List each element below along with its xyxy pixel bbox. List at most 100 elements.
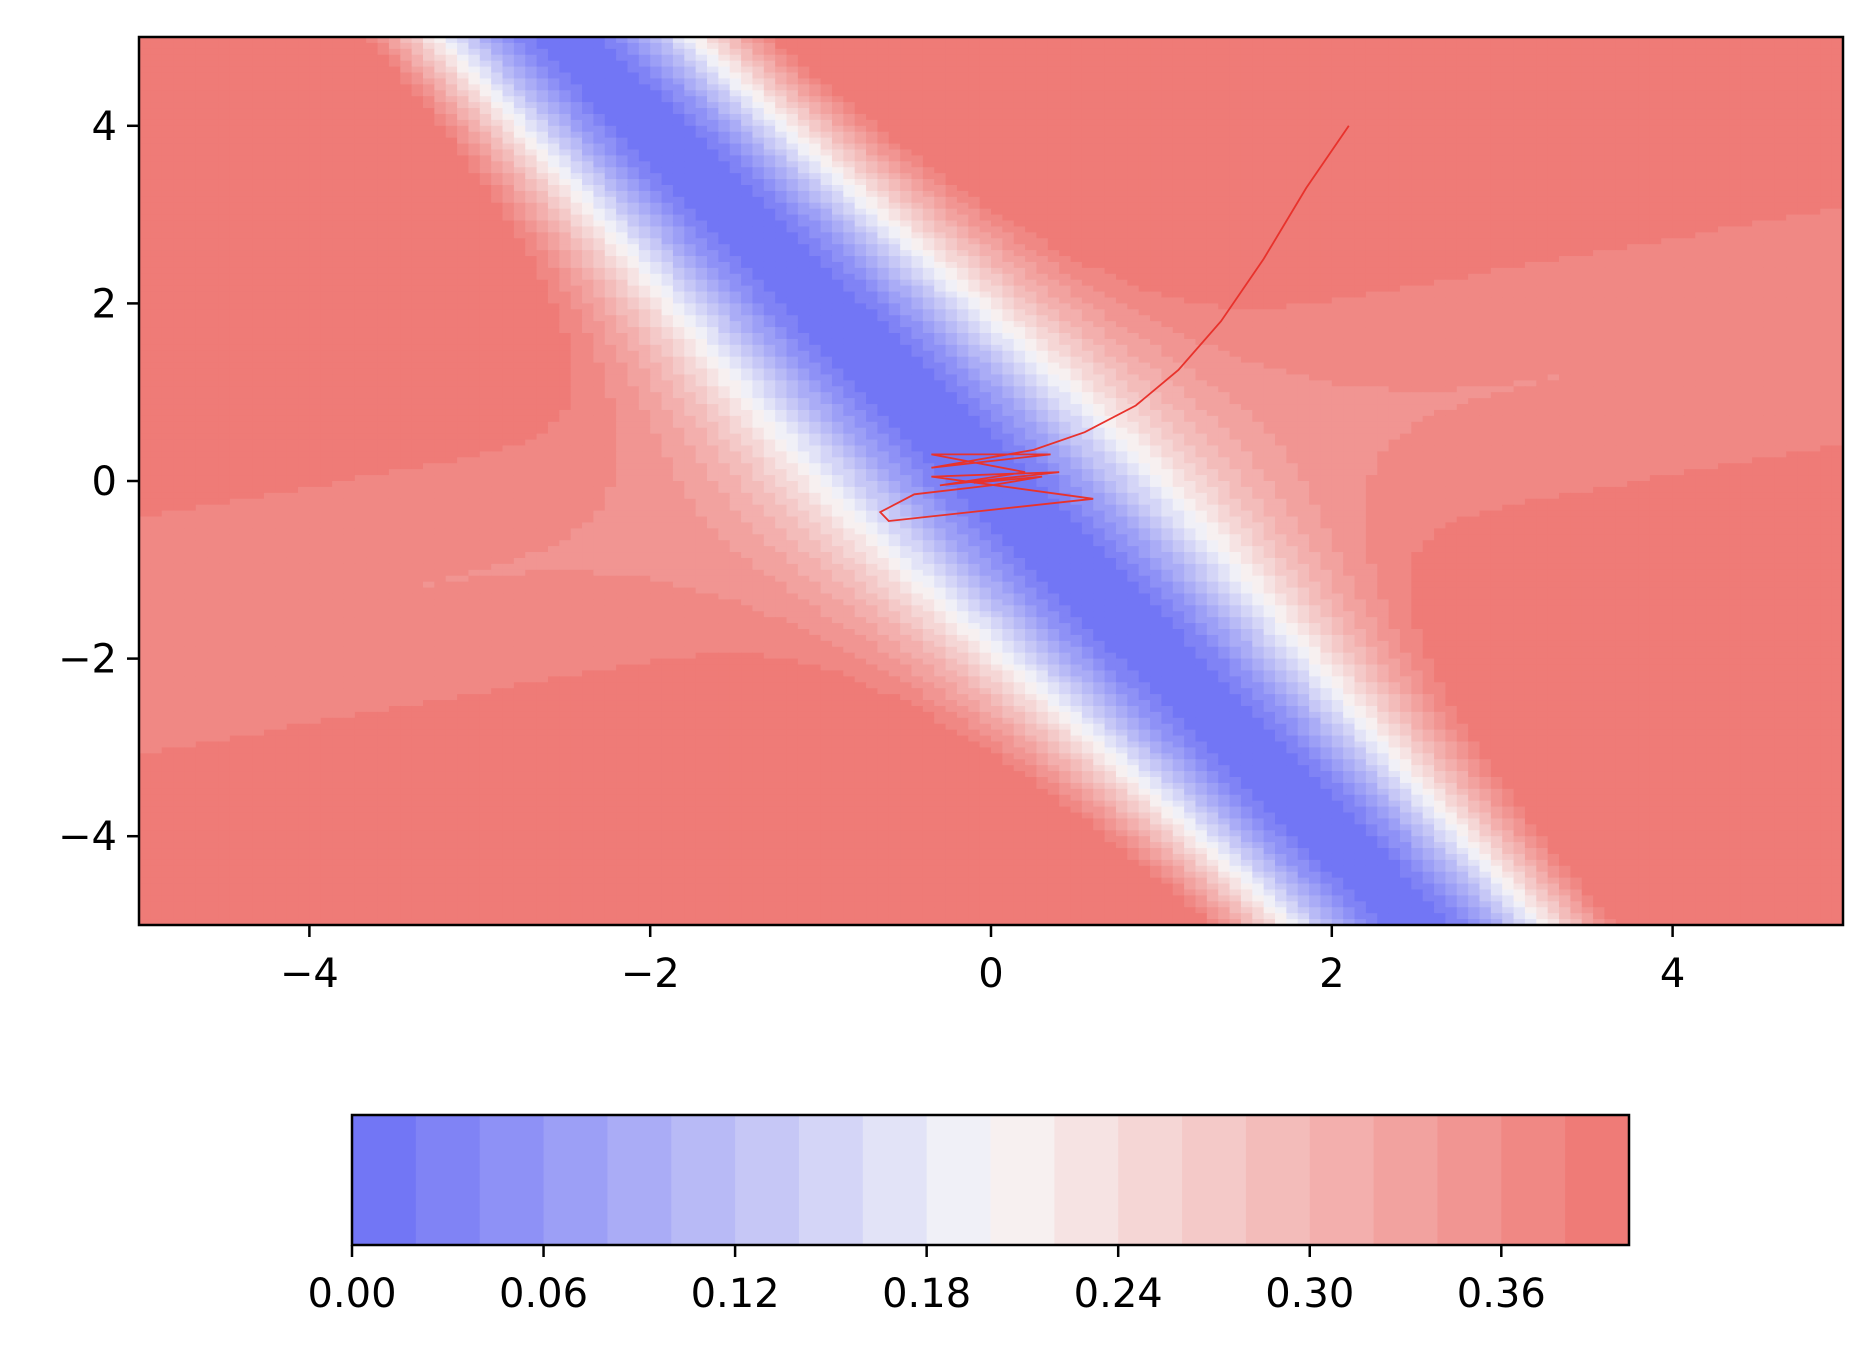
contour-cell <box>162 90 174 97</box>
contour-cell <box>934 155 946 162</box>
contour-cell <box>1093 67 1105 74</box>
contour-cell <box>264 49 276 56</box>
contour-cell <box>219 185 231 192</box>
contour-cell <box>605 185 617 192</box>
contour-cell <box>1411 126 1423 133</box>
contour-cell <box>389 149 401 156</box>
contour-cell <box>809 203 821 210</box>
contour-cell <box>184 61 196 68</box>
contour-cell <box>1298 209 1310 216</box>
contour-cell <box>1150 67 1162 74</box>
contour-cell <box>1275 43 1287 50</box>
contour-cell <box>809 84 821 91</box>
contour-cell <box>332 149 344 156</box>
contour-cell <box>253 138 265 145</box>
contour-cell <box>1184 191 1196 198</box>
contour-cell <box>843 173 855 180</box>
contour-cell <box>321 120 333 127</box>
contour-cell <box>1366 191 1378 198</box>
contour-cell <box>1639 215 1651 222</box>
contour-cell <box>1525 209 1537 216</box>
contour-cell <box>934 203 946 210</box>
contour-cell <box>457 209 469 216</box>
contour-cell <box>582 120 594 127</box>
contour-cell <box>1320 90 1332 97</box>
contour-cell <box>1434 43 1446 50</box>
contour-cell <box>1695 209 1707 216</box>
contour-cell <box>1616 185 1628 192</box>
contour-cell <box>1116 203 1128 210</box>
contour-cell <box>718 209 730 216</box>
contour-cell <box>1434 203 1446 210</box>
contour-cell <box>821 167 833 174</box>
contour-cell <box>968 96 980 103</box>
contour-cell <box>525 102 537 109</box>
contour-cell <box>957 61 969 68</box>
contour-cell <box>1650 96 1662 103</box>
contour-cell <box>1355 126 1367 133</box>
contour-cell <box>1741 144 1753 151</box>
contour-cell <box>911 155 923 162</box>
contour-cell <box>1548 209 1560 216</box>
contour-cell <box>696 179 708 186</box>
contour-cell <box>1071 191 1083 198</box>
contour-cell <box>582 78 594 85</box>
contour-cell <box>1127 215 1139 222</box>
contour-cell <box>446 84 458 91</box>
contour-cell <box>1411 67 1423 74</box>
contour-cell <box>1627 179 1639 186</box>
contour-cell <box>787 90 799 97</box>
contour-cell <box>1820 114 1832 121</box>
contour-cell <box>230 203 242 210</box>
contour-cell <box>1377 221 1389 228</box>
contour-cell <box>1218 126 1230 133</box>
contour-cell <box>139 43 151 50</box>
contour-cell <box>1161 155 1173 162</box>
contour-cell <box>866 102 878 109</box>
contour-cell <box>1059 126 1071 133</box>
contour-cell <box>1707 108 1719 115</box>
contour-cell <box>184 138 196 145</box>
contour-cell <box>1695 203 1707 210</box>
contour-cell <box>1377 67 1389 74</box>
contour-cell <box>752 191 764 198</box>
contour-cell <box>207 203 219 210</box>
contour-cell <box>503 43 515 50</box>
contour-cell <box>298 226 310 233</box>
contour-cell <box>162 226 174 233</box>
contour-cell <box>434 67 446 74</box>
contour-cell <box>196 179 208 186</box>
contour-cell <box>1786 114 1798 121</box>
contour-cell <box>514 120 526 127</box>
contour-cell <box>1502 102 1514 109</box>
contour-cell <box>1604 96 1616 103</box>
contour-cell <box>866 126 878 133</box>
contour-cell <box>673 173 685 180</box>
contour-cell <box>219 90 231 97</box>
contour-cell <box>1502 191 1514 198</box>
contour-cell <box>1207 84 1219 91</box>
contour-cell <box>150 108 162 115</box>
contour-cell <box>1230 67 1242 74</box>
contour-cell <box>1252 49 1264 56</box>
contour-cell <box>639 43 651 50</box>
contour-cell <box>1309 161 1321 168</box>
contour-cell <box>1616 155 1628 162</box>
contour-cell <box>400 78 412 85</box>
contour-cell <box>1093 132 1105 139</box>
contour-cell <box>366 226 378 233</box>
contour-cell <box>423 191 435 198</box>
contour-cell <box>1627 102 1639 109</box>
contour-cell <box>1763 43 1775 50</box>
contour-cell <box>1275 161 1287 168</box>
contour-cell <box>1741 209 1753 216</box>
contour-cell <box>809 49 821 56</box>
contour-cell <box>173 179 185 186</box>
contour-cell <box>1230 167 1242 174</box>
contour-cell <box>1411 61 1423 68</box>
contour-cell <box>980 185 992 192</box>
contour-cell <box>1650 173 1662 180</box>
contour-cell <box>616 179 628 186</box>
contour-cell <box>843 84 855 91</box>
contour-cell <box>957 191 969 198</box>
